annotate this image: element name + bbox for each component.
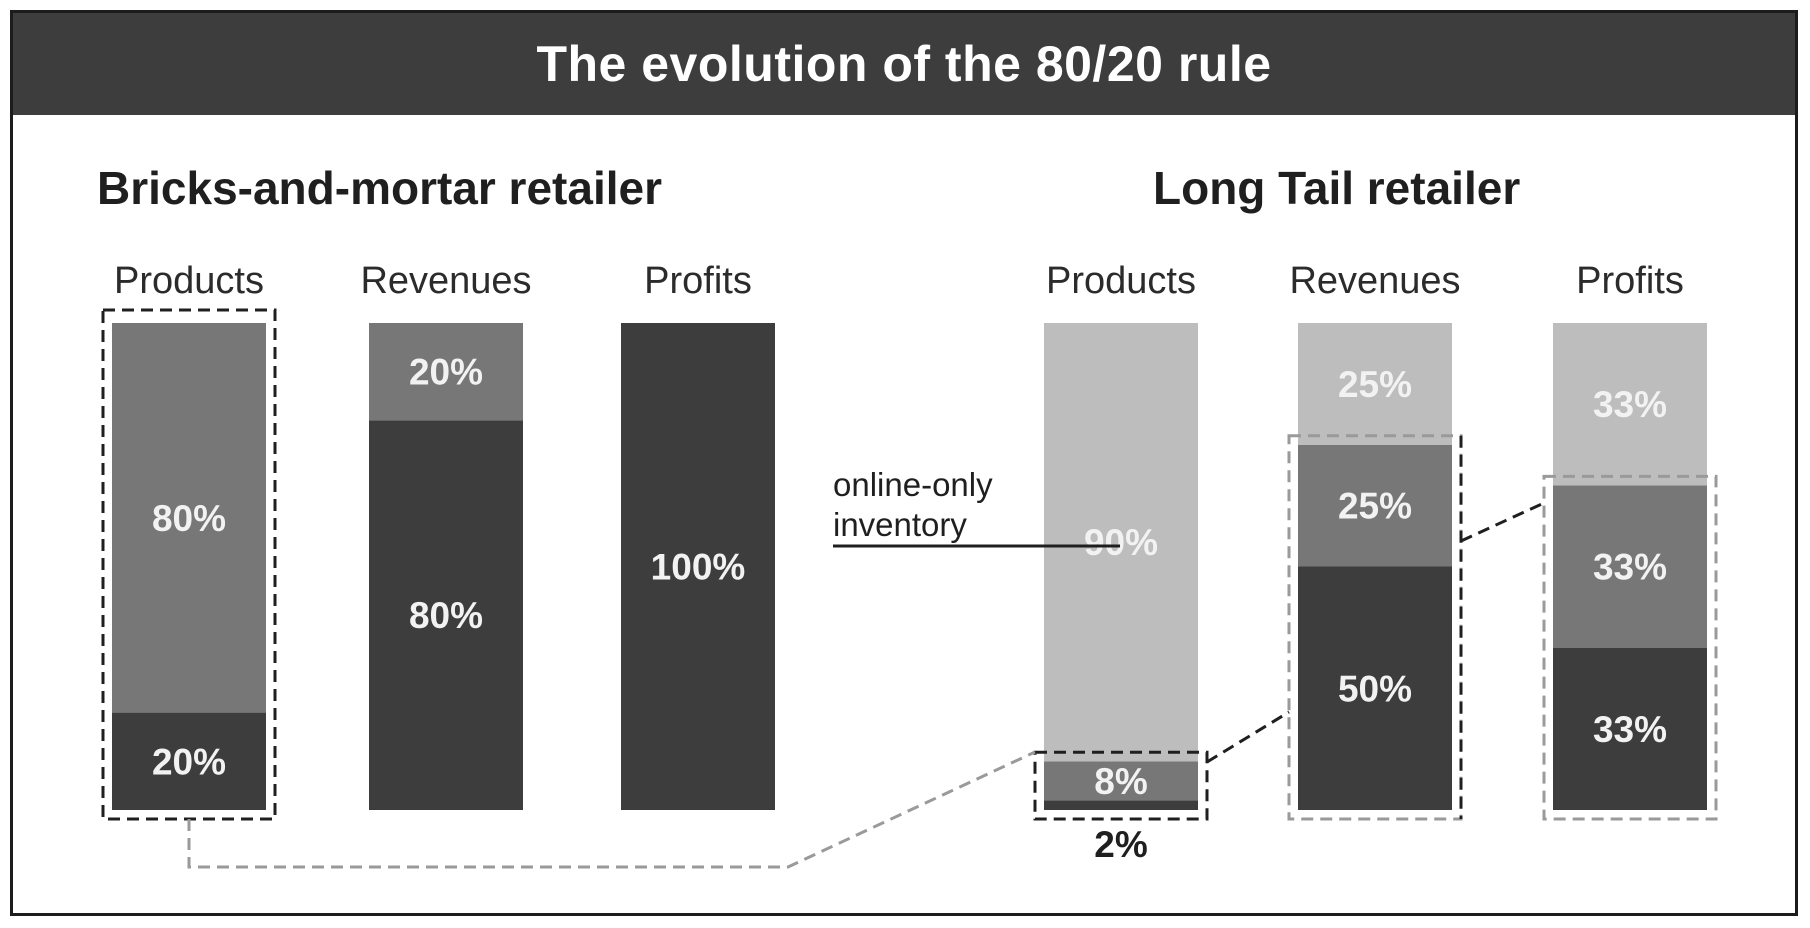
bar-segment (369, 420, 523, 810)
category-label: Products (1046, 260, 1196, 302)
category-label: Revenues (1289, 260, 1460, 302)
chart-title: The evolution of the 80/20 rule (13, 13, 1795, 115)
bar-segment (112, 712, 266, 810)
category-label: Products (114, 260, 264, 302)
bar-segment (112, 323, 266, 713)
category-label: Profits (644, 260, 752, 302)
panel-title-longtail: Long Tail retailer (1153, 162, 1520, 214)
chart-frame: The evolution of the 80/20 rule (10, 10, 1798, 916)
segment-value-label: 33% (1593, 709, 1667, 750)
bars-layer: Products 20% 80% Revenues 80% 20% Profits 100% P… (112, 260, 1707, 865)
segment-value-label: 80% (152, 498, 226, 539)
segment-value-label: 50% (1338, 668, 1412, 709)
bar-segment (621, 323, 775, 810)
segment-value-label: 33% (1593, 547, 1667, 588)
segment-value-label: 20% (152, 741, 226, 782)
bar-segment (1044, 761, 1198, 801)
segment-value-label: 25% (1338, 486, 1412, 527)
bar-segment (1553, 323, 1707, 486)
bar-segment (1553, 647, 1707, 810)
category-label: Revenues (360, 260, 531, 302)
highlight-box-longtail-profits (1542, 474, 1718, 821)
connector-products-to-revenues (1206, 710, 1290, 764)
annotation-text: inventory (833, 506, 967, 543)
segment-value-label: 2% (1094, 824, 1147, 865)
segment-value-label: 20% (409, 352, 483, 393)
bar-segment (1553, 485, 1707, 648)
connector-revenues-to-profits (1460, 501, 1545, 543)
bar-segment (1298, 566, 1452, 810)
bar-segment (1044, 323, 1198, 762)
segment-value-label: 90% (1084, 522, 1158, 563)
panel-title-bricks: Bricks-and-mortar retailer (97, 162, 662, 214)
segment-value-label: 33% (1593, 384, 1667, 425)
segment-value-label: 25% (1338, 364, 1412, 405)
segment-value-label: 100% (651, 547, 746, 588)
bar-segment (1298, 444, 1452, 567)
segment-value-label: 80% (409, 595, 483, 636)
annotation-text: online-only (833, 466, 993, 503)
bar-segment (1044, 800, 1198, 810)
segment-value-label: 8% (1094, 761, 1147, 802)
bar-segment (1298, 323, 1452, 445)
connector-bricks-to-longtail (187, 750, 1036, 869)
category-label: Profits (1576, 260, 1684, 302)
bar-segment (369, 323, 523, 421)
highlight-box-longtail-products-10pct (1033, 750, 1209, 821)
